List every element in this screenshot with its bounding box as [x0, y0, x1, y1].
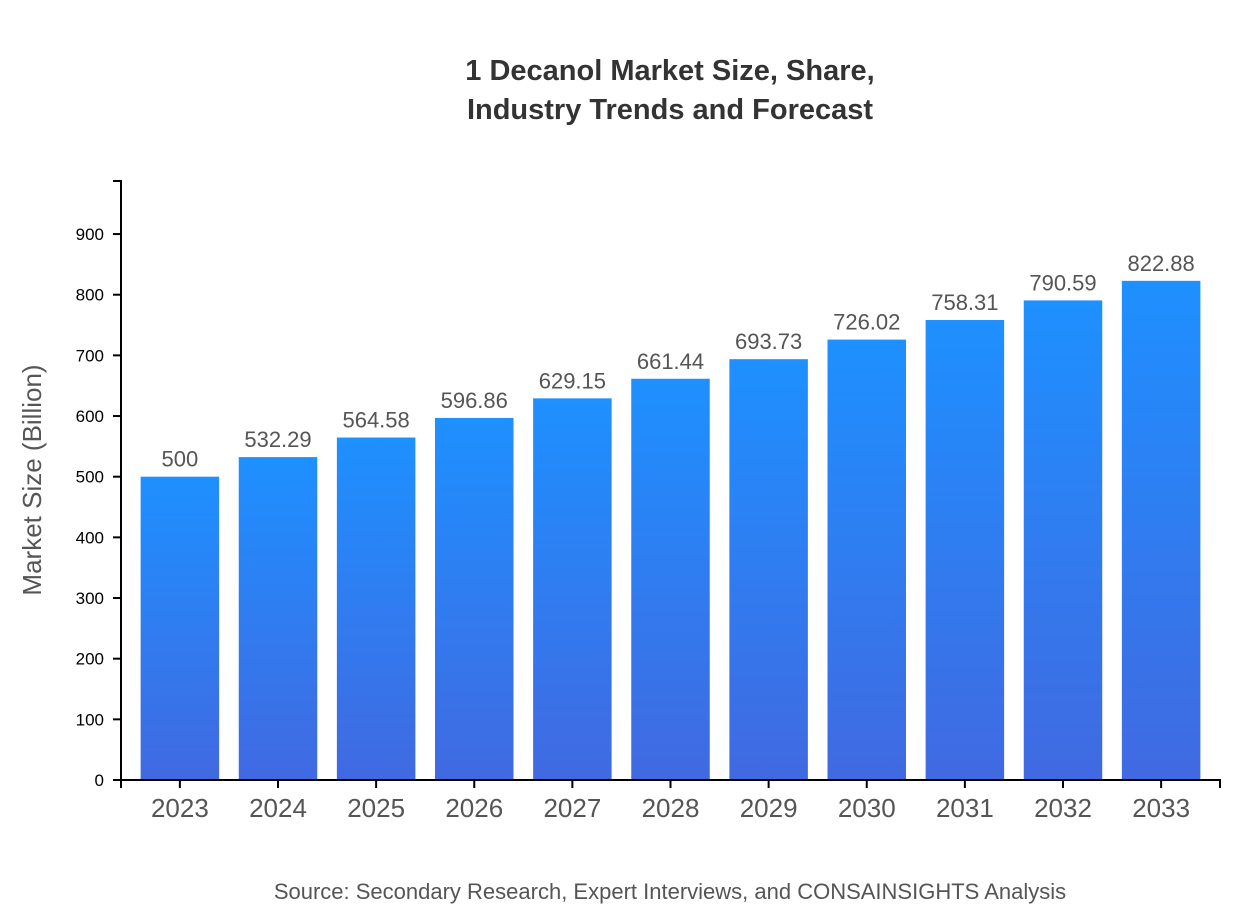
data-label-2027: 629.15: [539, 368, 606, 393]
x-tick-label-2023: 2023: [151, 793, 209, 823]
bars-group: 500 532.29 564.58 596.86 629.15 661.44 693.73 7…: [140, 251, 1201, 780]
data-label-2024: 532.29: [244, 427, 311, 452]
data-label-2031: 758.31: [931, 290, 998, 315]
y-tick: 600: [76, 407, 121, 426]
x-tick-label-2033: 2033: [1132, 793, 1190, 823]
x-tick-label-2028: 2028: [642, 793, 700, 823]
y-tick: 700: [76, 346, 121, 365]
x-axis-line: [120, 779, 1221, 788]
source-note: Source: Secondary Research, Expert Inter…: [274, 879, 1066, 904]
bar-2029: [729, 359, 808, 780]
y-tick: 800: [76, 286, 121, 305]
bar-2024: [238, 457, 318, 780]
data-label-2026: 596.86: [441, 388, 508, 413]
y-axis-line: [113, 180, 122, 780]
data-label-2030: 726.02: [833, 310, 900, 335]
x-tick-label-2027: 2027: [543, 793, 601, 823]
y-tick: 500: [76, 468, 121, 487]
y-tick: 200: [76, 650, 121, 669]
x-tick-label-2031: 2031: [936, 793, 994, 823]
data-label-2028: 661.44: [637, 349, 704, 374]
data-label-2029: 693.73: [735, 329, 802, 354]
y-tick-label-0: 0: [95, 771, 104, 790]
x-tick-label-2030: 2030: [838, 793, 896, 823]
y-tick: 900: [76, 225, 121, 244]
data-label-2032: 790.59: [1029, 270, 1096, 295]
y-tick: 100: [76, 710, 121, 729]
x-tick-label-2025: 2025: [347, 793, 405, 823]
chart-title-line-2: Industry Trends and Forecast: [467, 94, 873, 126]
chart-title-line-1: 1 Decanol Market Size, Share,: [465, 55, 874, 87]
x-tick-label-2032: 2032: [1034, 793, 1092, 823]
bar-2032: [1023, 300, 1103, 780]
bar-2028: [631, 378, 710, 780]
y-tick-label-800: 800: [76, 286, 104, 305]
bar-2033: [1121, 280, 1201, 780]
x-tick-label-2029: 2029: [740, 793, 798, 823]
bar-2025: [336, 437, 416, 780]
y-tick-label-400: 400: [76, 528, 104, 547]
y-tick-label-500: 500: [76, 468, 104, 487]
y-tick-label-600: 600: [76, 407, 104, 426]
y-tick-label-200: 200: [76, 650, 104, 669]
y-tick-label-300: 300: [76, 589, 104, 608]
y-tick: 0: [95, 771, 121, 790]
data-label-2025: 564.58: [342, 408, 409, 433]
bar-2023: [140, 476, 220, 780]
x-tick-label-2024: 2024: [249, 793, 307, 823]
x-tick-label-2026: 2026: [445, 793, 503, 823]
bar-2030: [827, 339, 906, 780]
data-label-2023: 500: [162, 447, 199, 472]
y-tick-label-900: 900: [76, 225, 104, 244]
bar-2026: [435, 417, 514, 780]
data-label-2033: 822.88: [1127, 251, 1194, 276]
y-axis-label: Market Size (Billion): [17, 364, 47, 595]
y-tick-label-100: 100: [76, 710, 104, 729]
y-tick: 300: [76, 589, 121, 608]
bar-2027: [533, 398, 612, 780]
y-tick: 400: [76, 528, 121, 547]
bar-2031: [925, 320, 1005, 780]
y-tick-label-700: 700: [76, 346, 104, 365]
axes-group: 2023 2024 2025 2026 2027 2028 2029 2030 2031 2032…: [76, 180, 1221, 823]
